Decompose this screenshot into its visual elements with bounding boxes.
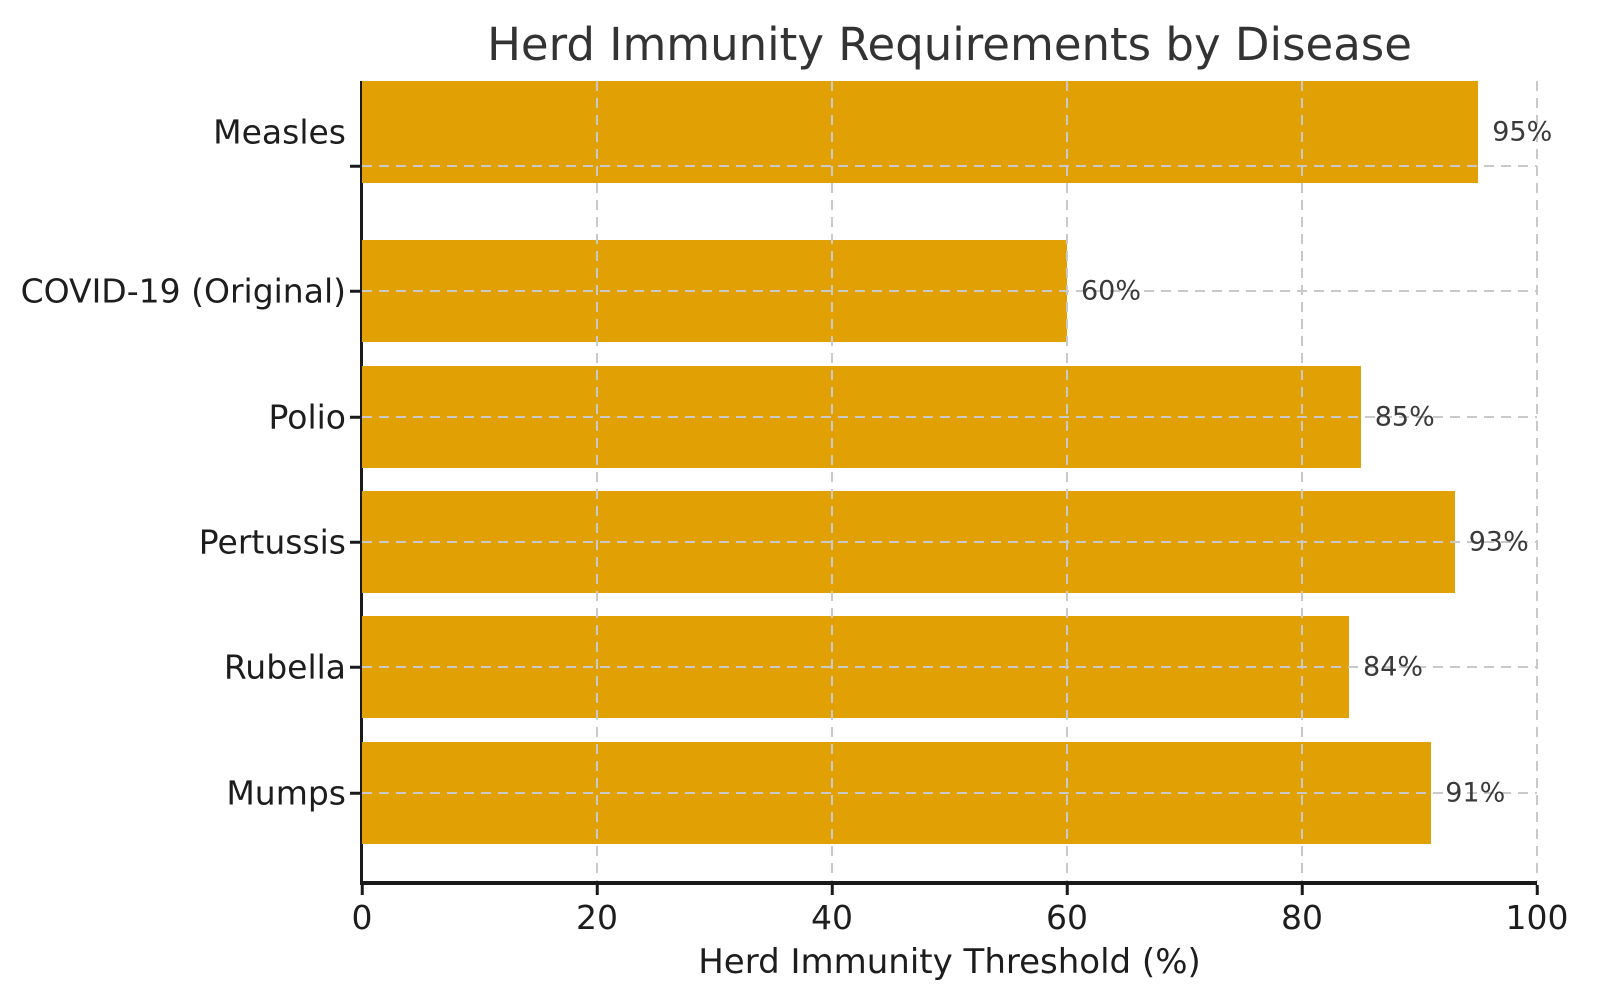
gridline-y-0 (362, 165, 1537, 167)
x-tick-mark-80 (1300, 885, 1304, 895)
y-category-label: Pertussis (198, 522, 346, 562)
gridline-x-20 (596, 81, 598, 881)
y-axis-spine (360, 81, 363, 881)
x-axis-label: Herd Immunity Threshold (%) (698, 942, 1201, 982)
x-tick-mark-20 (595, 885, 599, 895)
bar-value-label: 85% (1374, 401, 1435, 433)
x-axis-spine (360, 881, 1537, 885)
x-tick-mark-60 (1065, 885, 1069, 895)
bar-value-label: 95% (1492, 116, 1553, 148)
y-category-label: Polio (268, 397, 346, 437)
y-tick-mark-1 (350, 289, 360, 293)
y-tick-mark-2 (350, 415, 360, 419)
y-category-label: Rubella (223, 647, 346, 687)
gridline-y-1 (362, 290, 1537, 292)
gridline-x-80 (1301, 81, 1303, 881)
bar-value-label: 93% (1468, 526, 1529, 558)
x-tick-label-40: 40 (811, 898, 853, 937)
y-tick-mark-3 (350, 540, 360, 544)
x-tick-label-80: 80 (1281, 898, 1323, 937)
x-tick-label-100: 100 (1505, 898, 1569, 937)
gridline-y-5 (362, 792, 1537, 794)
x-tick-mark-0 (360, 885, 364, 895)
x-tick-mark-100 (1535, 885, 1539, 895)
gridline-x-60 (1066, 81, 1068, 881)
bar-value-label: 91% (1445, 777, 1506, 809)
gridline-x-40 (831, 81, 833, 881)
gridline-y-4 (362, 666, 1537, 668)
y-tick-mark-5 (350, 791, 360, 795)
bar-value-label: 60% (1081, 275, 1142, 307)
gridline-x-100 (1536, 81, 1538, 881)
x-tick-mark-40 (830, 885, 834, 895)
x-tick-label-20: 20 (576, 898, 618, 937)
x-tick-label-0: 0 (351, 898, 373, 937)
plot-area: COVID-19 (Original) 60% Polio 85% Pertus… (21, 81, 1552, 895)
chart-title: Herd Immunity Requirements by Disease (487, 18, 1412, 71)
gridline-y-2 (362, 416, 1537, 418)
bar-value-label: 84% (1362, 651, 1423, 683)
y-category-label: Measles (213, 112, 346, 152)
gridline-y-3 (362, 541, 1537, 543)
x-tick-label-60: 60 (1046, 898, 1088, 937)
bar-row-measles: Measles 95% (213, 81, 1552, 183)
y-tick-mark-4 (350, 665, 360, 669)
y-tick-mark-0 (350, 164, 360, 168)
y-category-label: COVID-19 (Original) (20, 271, 346, 311)
bar-measles (362, 81, 1479, 183)
y-category-label: Mumps (226, 773, 346, 813)
